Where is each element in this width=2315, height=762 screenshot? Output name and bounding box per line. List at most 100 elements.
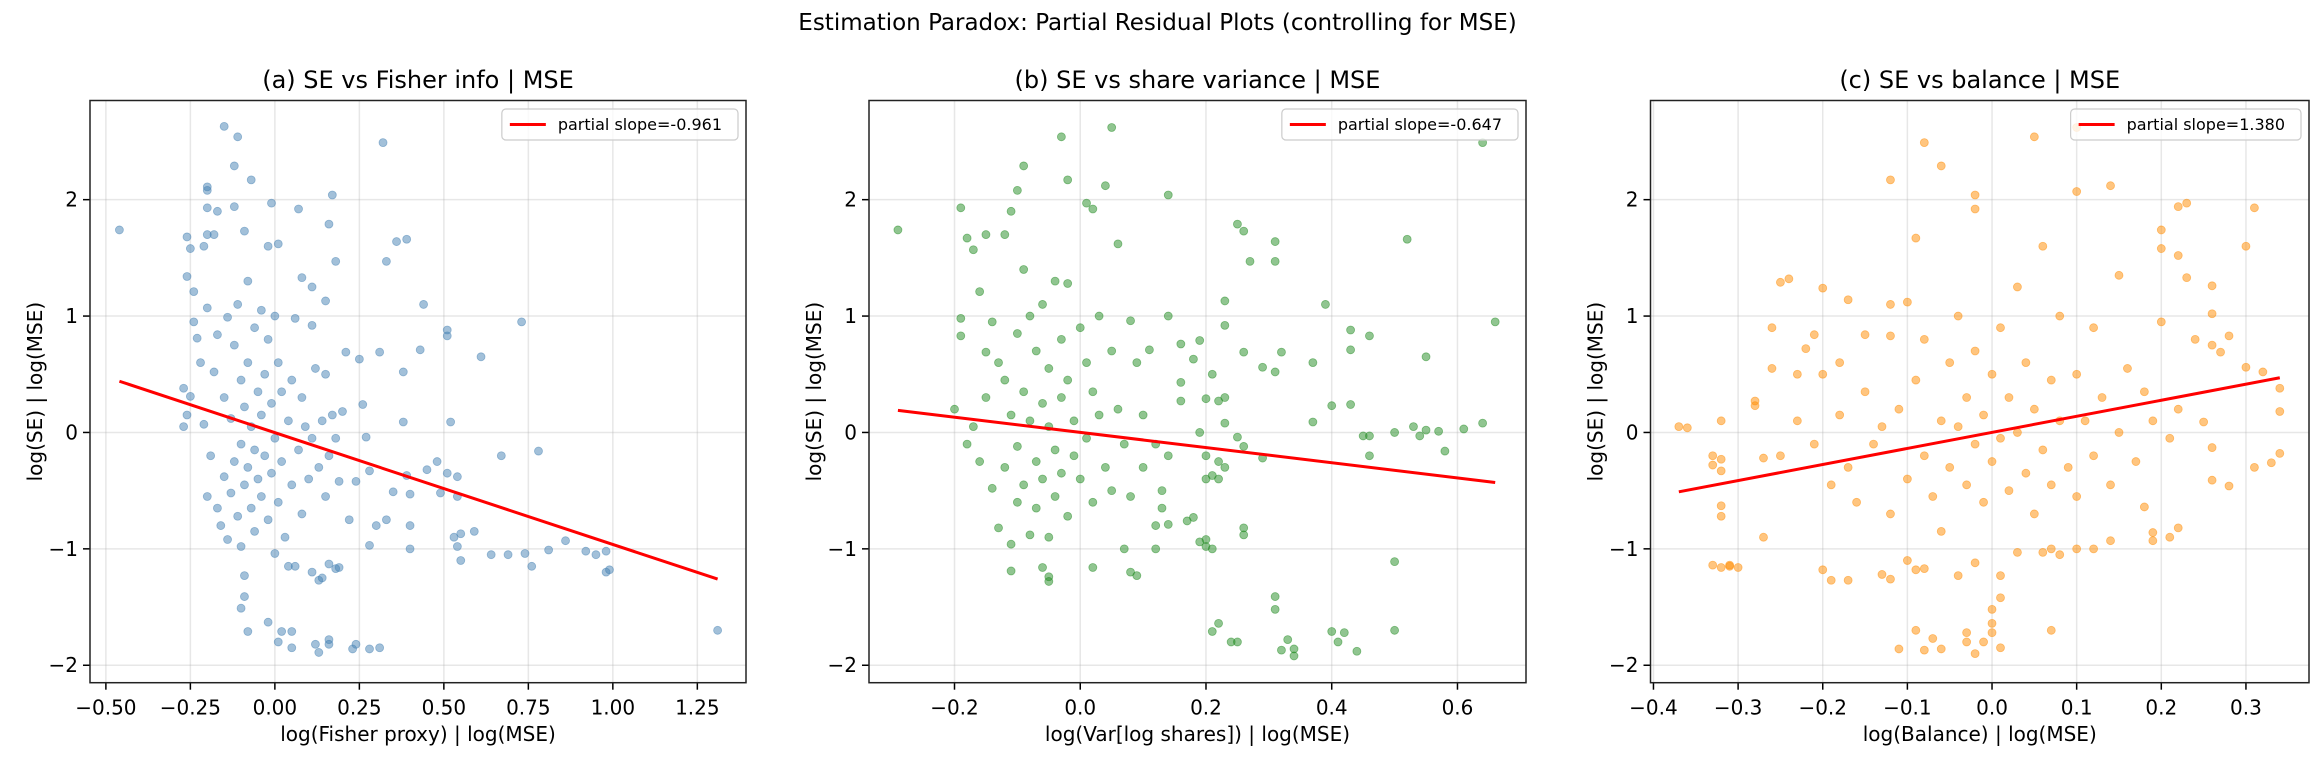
- data-point: [1321, 300, 1330, 309]
- data-point: [2004, 393, 2014, 402]
- data-point: [1886, 175, 1895, 185]
- data-point: [1239, 442, 1249, 451]
- data-point: [1088, 563, 1098, 572]
- data-point: [2114, 428, 2124, 437]
- data-point: [1063, 175, 1073, 185]
- data-point: [1025, 530, 1035, 540]
- data-point: [2106, 181, 2115, 191]
- data-point: [1979, 497, 1988, 507]
- subplot-title: (c) SE vs balance | MSE: [1839, 66, 2120, 94]
- data-point: [1759, 532, 1768, 542]
- data-point: [2004, 486, 2014, 496]
- data-point: [442, 468, 452, 478]
- data-point: [2097, 393, 2107, 402]
- x-tick-label: −0.2: [1798, 696, 1847, 720]
- y-tick-label: −1: [828, 537, 857, 561]
- data-point: [1025, 311, 1035, 321]
- data-point: [1843, 462, 1853, 472]
- data-point: [263, 515, 273, 525]
- data-point: [273, 637, 283, 647]
- subplot-a: −0.50 −0.25 0.00 0.25 0.50 0.75 1.00 1.25 −2 −1 0 1…: [23, 66, 747, 746]
- data-point: [185, 391, 195, 401]
- data-point: [449, 532, 459, 542]
- data-point: [226, 488, 236, 498]
- data-point: [1031, 346, 1041, 356]
- data-point: [1100, 462, 1110, 472]
- data-point: [432, 457, 442, 466]
- data-point: [1792, 416, 1802, 426]
- data-point: [2029, 132, 2039, 142]
- data-point: [2275, 449, 2285, 458]
- data-point: [2072, 544, 2082, 554]
- data-point: [2207, 340, 2217, 350]
- data-point: [1716, 563, 1726, 572]
- data-point: [1801, 344, 1811, 354]
- data-point: [182, 410, 192, 420]
- data-point: [216, 521, 226, 530]
- data-point: [1987, 369, 1997, 379]
- data-point: [1987, 618, 1997, 628]
- data-point: [1962, 628, 1972, 638]
- data-point: [1716, 454, 1726, 464]
- data-point: [236, 439, 246, 449]
- data-point: [2038, 445, 2048, 455]
- data-point: [1082, 433, 1091, 443]
- data-point: [1308, 417, 1318, 427]
- data-point: [1352, 646, 1362, 656]
- data-point: [182, 272, 192, 281]
- data-point: [442, 331, 452, 341]
- x-tick-label: 0.3: [2230, 696, 2262, 720]
- data-point: [2131, 457, 2141, 466]
- data-point: [1151, 521, 1161, 530]
- data-point: [1151, 544, 1161, 554]
- data-point: [981, 230, 991, 239]
- data-point: [327, 410, 337, 420]
- data-point: [1201, 451, 1211, 461]
- data-point: [1113, 239, 1123, 249]
- data-point: [1843, 575, 1853, 585]
- data-point: [1365, 431, 1374, 441]
- data-point: [1919, 334, 1929, 344]
- data-point: [1919, 645, 1929, 655]
- data-point: [1214, 474, 1223, 484]
- subplot-c: −0.4 −0.3 −0.2 −0.1 0.0 0.1 0.2 0.3 −2 −1 0 1 2 (c) S…: [1584, 66, 2310, 746]
- x-tick-label: −0.4: [1629, 696, 1678, 720]
- data-point: [2123, 364, 2132, 373]
- data-point: [338, 407, 347, 416]
- x-tick-label: 0.75: [506, 696, 551, 720]
- data-point: [1818, 369, 1828, 379]
- data-point: [1270, 592, 1280, 601]
- data-point: [452, 472, 462, 482]
- figure-suptitle: Estimation Paradox: Partial Residual Plo…: [798, 10, 1517, 36]
- data-point: [968, 422, 978, 432]
- data-point: [1333, 637, 1343, 647]
- data-point: [1270, 256, 1280, 266]
- data-point: [1214, 457, 1223, 466]
- fit-line: [897, 408, 1496, 484]
- data-point: [2013, 547, 2022, 557]
- data-point: [287, 643, 297, 653]
- data-point: [1233, 219, 1242, 229]
- data-point: [287, 627, 297, 636]
- data-point: [273, 239, 283, 249]
- data-point: [1201, 542, 1211, 551]
- data-point: [334, 563, 344, 572]
- data-point: [267, 198, 276, 208]
- data-point: [1776, 451, 1785, 461]
- data-point: [240, 571, 249, 581]
- data-point: [1220, 462, 1230, 472]
- data-point: [361, 432, 371, 442]
- x-tick-label: 0.6: [1442, 696, 1474, 720]
- data-point: [1000, 230, 1010, 239]
- data-point: [263, 334, 273, 344]
- data-point: [1490, 317, 1500, 327]
- data-point: [1708, 460, 1718, 470]
- data-point: [1012, 442, 1022, 451]
- data-point: [1088, 387, 1098, 397]
- data-point: [1000, 462, 1010, 472]
- data-point: [1415, 431, 1425, 441]
- data-point: [1056, 468, 1066, 478]
- data-point: [294, 204, 303, 214]
- data-point: [975, 457, 985, 466]
- data-point: [240, 480, 249, 490]
